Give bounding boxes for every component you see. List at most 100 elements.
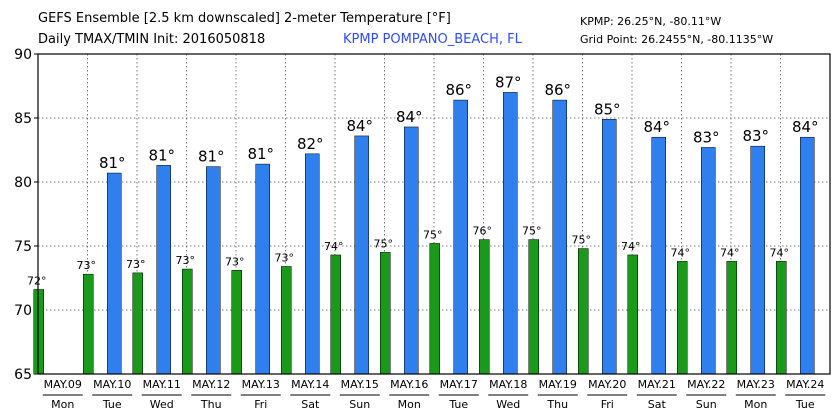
tmin-bar: [33, 289, 44, 375]
tmax-bar: [602, 119, 617, 375]
tmin-bar: [677, 261, 688, 375]
x-date-label: MAY.14: [291, 378, 329, 391]
tmin-data-label: 73°: [225, 255, 245, 268]
tmin-bar: [479, 239, 490, 375]
x-date-label: MAY.22: [687, 378, 725, 391]
x-day-label: Fri: [254, 398, 267, 411]
x-date-label: MAY.23: [737, 378, 775, 391]
x-day-label: Thu: [546, 398, 568, 411]
tmax-data-label: 81°: [148, 146, 175, 164]
x-date-label: MAY.21: [638, 378, 676, 391]
tmin-data-label: 74°: [720, 246, 740, 259]
tmin-bar: [578, 248, 589, 375]
station-name: KPMP POMPANO_BEACH, FL: [343, 32, 522, 47]
y-tick-label: 75: [14, 239, 32, 255]
x-day-label: Thu: [200, 398, 222, 411]
tmax-bar: [107, 172, 122, 375]
tmin-bar: [380, 252, 391, 375]
tmin-data-label: 73°: [77, 259, 97, 272]
tmax-bar: [552, 99, 567, 375]
tmin-bar: [182, 268, 193, 375]
x-date-label: MAY.18: [489, 378, 527, 391]
tmin-data-label: 75°: [374, 237, 394, 250]
tmin-data-label: 72°: [27, 275, 47, 288]
tmin-data-label: 75°: [572, 234, 592, 247]
tmin-data-label: 73°: [126, 258, 146, 271]
tmax-bar: [453, 99, 468, 375]
x-date-label: MAY.16: [390, 378, 428, 391]
tmin-bar: [83, 273, 94, 375]
y-tick-label: 70: [14, 303, 32, 319]
y-tick-label: 80: [14, 175, 32, 191]
tmin-data-label: 76°: [473, 225, 493, 238]
grid-point-coordinates: Grid Point: 26.2455°N, -80.1135°W: [580, 33, 774, 46]
x-date-label: MAY.09: [44, 378, 82, 391]
x-day-label: Mon: [744, 398, 767, 411]
tmin-data-label: 75°: [423, 228, 443, 241]
tmin-data-label: 74°: [671, 246, 691, 259]
tmax-data-label: 84°: [396, 108, 423, 126]
tmax-bar: [156, 165, 171, 375]
tmin-bar: [330, 254, 341, 375]
chart-subtitle: Daily TMAX/TMIN Init: 2016050818: [38, 32, 266, 47]
x-date-label: MAY.12: [192, 378, 230, 391]
y-tick-label: 90: [14, 47, 32, 63]
tmax-data-label: 82°: [297, 135, 324, 153]
tmin-data-label: 74°: [621, 240, 641, 253]
x-day-label: Wed: [150, 398, 174, 411]
tmax-data-label: 85°: [594, 100, 621, 118]
x-day-label: Wed: [496, 398, 520, 411]
x-day-label: Sat: [648, 398, 667, 411]
y-tick-label: 85: [14, 111, 32, 127]
tmax-bar: [503, 92, 518, 375]
tmin-data-label: 73°: [275, 251, 295, 264]
tmin-data-label: 75°: [522, 225, 542, 238]
tmax-bar: [404, 126, 419, 375]
tmax-bar: [750, 145, 765, 375]
plot-frame: [37, 53, 831, 375]
x-day-label: Tue: [448, 398, 468, 411]
tmax-bar: [354, 135, 369, 375]
tmax-bar: [206, 166, 221, 375]
tmin-bar: [231, 270, 242, 375]
tmax-data-label: 84°: [792, 118, 819, 136]
x-day-label: Sat: [301, 398, 320, 411]
tmax-data-label: 86°: [445, 81, 472, 99]
tmin-bar: [429, 243, 440, 375]
x-date-label: MAY.11: [143, 378, 181, 391]
tmin-bar: [627, 254, 638, 375]
tmax-bar: [305, 153, 320, 375]
x-day-label: Mon: [51, 398, 74, 411]
x-date-label: MAY.17: [440, 378, 478, 391]
tmin-data-label: 73°: [176, 254, 196, 267]
x-day-label: Fri: [601, 398, 614, 411]
tmax-data-label: 84°: [346, 117, 373, 135]
x-date-label: MAY.24: [786, 378, 824, 391]
x-date-label: MAY.19: [539, 378, 577, 391]
tmax-data-label: 86°: [544, 81, 571, 99]
y-tick-label: 65: [14, 367, 32, 383]
x-day-label: Sun: [696, 398, 717, 411]
tmin-bar: [726, 261, 737, 375]
x-date-label: MAY.15: [341, 378, 379, 391]
tmin-data-label: 74°: [324, 240, 344, 253]
x-date-label: MAY.20: [588, 378, 626, 391]
x-date-label: MAY.10: [93, 378, 131, 391]
x-day-label: Tue: [102, 398, 122, 411]
tmin-bar: [528, 239, 539, 375]
chart-title: GEFS Ensemble [2.5 km downscaled] 2-mete…: [38, 11, 451, 26]
x-date-label: MAY.13: [242, 378, 280, 391]
station-coordinates: KPMP: 26.25°N, -80.11°W: [580, 15, 722, 28]
tmax-bar: [651, 136, 666, 375]
tmax-data-label: 87°: [495, 73, 522, 91]
tmax-bar: [800, 136, 815, 375]
tmax-data-label: 83°: [742, 127, 769, 145]
tmin-data-label: 74°: [770, 246, 790, 259]
tmax-data-label: 81°: [198, 148, 225, 166]
x-day-label: Tue: [795, 398, 815, 411]
tmax-data-label: 81°: [247, 145, 274, 163]
tmax-data-label: 81°: [99, 154, 126, 172]
tmax-bar: [701, 147, 716, 375]
tmin-bar: [281, 266, 292, 375]
